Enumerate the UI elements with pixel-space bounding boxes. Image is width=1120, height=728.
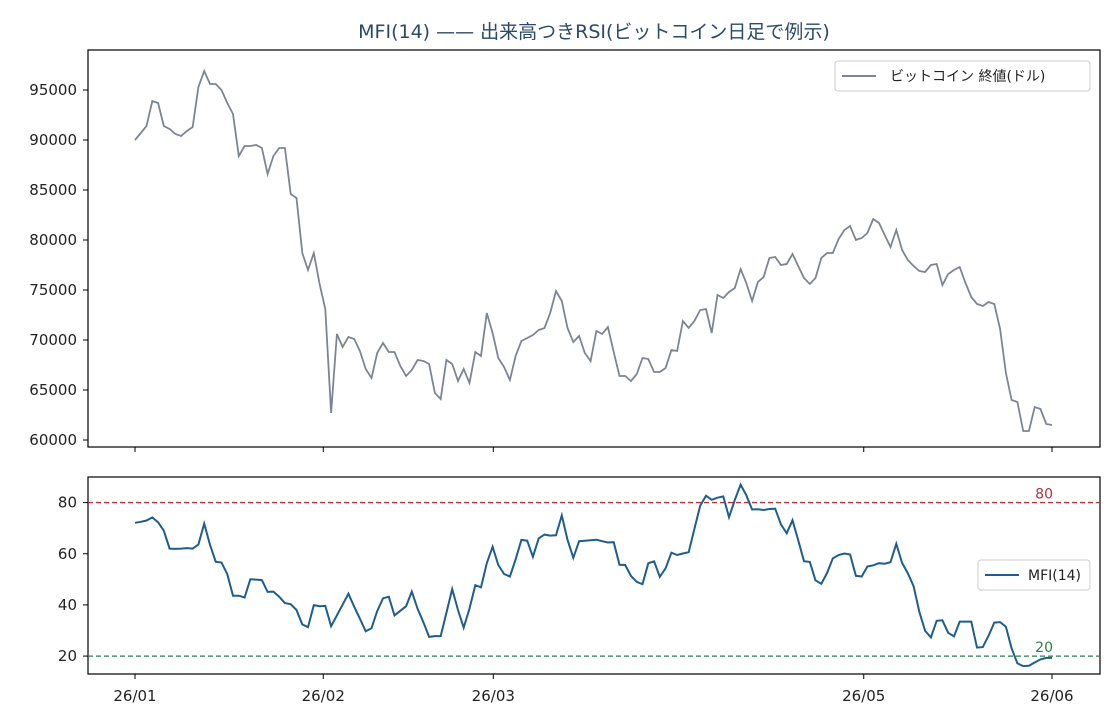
mfi-x-tick-label: 26/06 (1030, 687, 1073, 705)
mfi-x-axis: 26/01 26/02 26/03 26/05 26/06 (113, 674, 1074, 705)
mfi-y-tick-label: 20 (58, 647, 77, 665)
price-y-tick-label: 90000 (29, 131, 77, 149)
price-y-tick-label: 70000 (29, 331, 77, 349)
price-y-tick-label: 75000 (29, 281, 77, 299)
reference-label-20: 20 (1035, 640, 1053, 656)
price-x-axis (134, 447, 1053, 452)
mfi-y-tick-label: 40 (58, 596, 77, 614)
mfi-legend-box (977, 559, 1091, 591)
mfi-x-tick-label: 26/03 (472, 687, 515, 705)
mfi-x-tick-label: 26/02 (302, 687, 345, 705)
price-y-axis: 60000 65000 70000 75000 80000 85000 90000 95000 (29, 81, 88, 449)
mfi-legend: MFI(14) (977, 559, 1091, 591)
price-y-tick-label: 85000 (29, 181, 77, 199)
price-legend: ビットコイン 終値(ドル) (834, 60, 1091, 92)
price-panel: 60000 65000 70000 75000 80000 85000 90000 95000… (29, 49, 1101, 452)
mfi-panel-frame (87, 476, 1101, 675)
mfi-y-tick-label: 60 (58, 545, 77, 563)
mfi-series-line (134, 482, 1052, 668)
mfi-y-axis: 20 40 60 80 (58, 494, 88, 665)
price-y-tick-label: 65000 (29, 381, 77, 399)
price-y-tick-label: 95000 (29, 81, 77, 99)
price-legend-box (834, 60, 1091, 92)
reference-label-80: 80 (1035, 487, 1053, 503)
chart-title: MFI(14) —— 出来高つきRSI(ビットコイン日足で例示) (358, 21, 830, 43)
price-series-line (134, 68, 1053, 432)
mfi-x-tick-label: 26/01 (113, 687, 156, 705)
price-legend-label: ビットコイン 終値(ドル) (890, 69, 1045, 85)
price-panel-frame (87, 49, 1101, 448)
mfi-x-tick-label: 26/05 (842, 687, 885, 705)
mfi-y-tick-label: 80 (58, 494, 77, 512)
price-y-tick-label: 60000 (29, 431, 77, 449)
mfi-reference-lines: 80 20 (88, 487, 1100, 657)
mfi-legend-label: MFI(14) (1028, 568, 1081, 584)
price-y-tick-label: 80000 (29, 231, 77, 249)
